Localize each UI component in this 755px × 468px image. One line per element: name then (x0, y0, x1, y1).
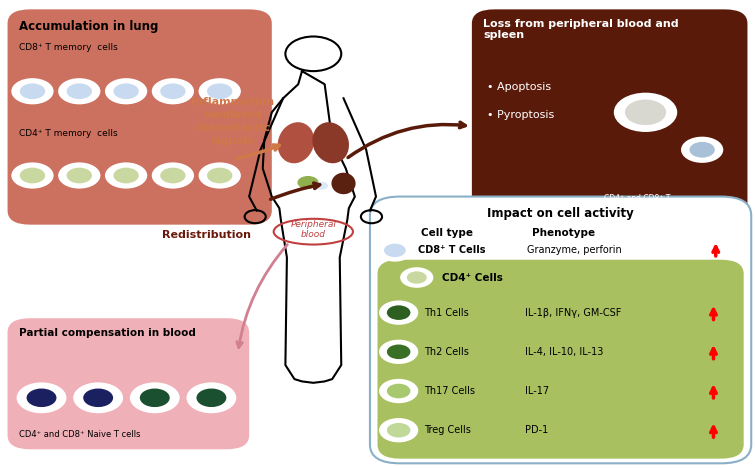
Circle shape (379, 340, 418, 364)
Text: Phenotype: Phenotype (532, 228, 596, 238)
Text: Inflammation
mediated
chemotactic
signals: Inflammation mediated chemotactic signal… (191, 97, 274, 146)
Circle shape (199, 78, 241, 104)
Text: Th2 Cells: Th2 Cells (424, 347, 469, 357)
Circle shape (66, 83, 92, 99)
Text: CD4⁺ and CD8⁺ Naive T cells: CD4⁺ and CD8⁺ Naive T cells (19, 430, 140, 439)
Text: Th1 Cells: Th1 Cells (424, 307, 469, 318)
Text: Accumulation in lung: Accumulation in lung (19, 20, 159, 33)
Circle shape (11, 162, 54, 189)
Circle shape (384, 244, 405, 257)
Text: IL-1β, IFNγ, GM-CSF: IL-1β, IFNγ, GM-CSF (525, 307, 621, 318)
Text: CD4⁺ Cells: CD4⁺ Cells (442, 272, 503, 283)
Circle shape (105, 78, 147, 104)
Text: • Apoptosis: • Apoptosis (487, 82, 551, 92)
Text: Th17 Cells: Th17 Cells (424, 386, 476, 396)
Text: IL-4, IL-10, IL-13: IL-4, IL-10, IL-13 (525, 347, 603, 357)
Circle shape (26, 388, 57, 407)
Circle shape (160, 83, 186, 99)
Circle shape (152, 162, 194, 189)
Circle shape (387, 344, 411, 359)
Text: CD8⁺ T Cells: CD8⁺ T Cells (418, 245, 485, 256)
FancyBboxPatch shape (378, 260, 744, 459)
FancyBboxPatch shape (8, 9, 272, 225)
Circle shape (297, 176, 319, 189)
Circle shape (130, 382, 180, 413)
Ellipse shape (278, 122, 314, 163)
Circle shape (379, 379, 418, 403)
Circle shape (400, 267, 433, 288)
Circle shape (20, 83, 45, 99)
Circle shape (377, 239, 413, 262)
Text: Treg Cells: Treg Cells (424, 425, 471, 435)
Text: Loss from peripheral blood and
spleen: Loss from peripheral blood and spleen (483, 19, 679, 40)
Circle shape (681, 137, 723, 163)
Text: Peripheral
blood: Peripheral blood (291, 219, 336, 239)
Circle shape (83, 388, 113, 407)
Circle shape (625, 100, 666, 125)
Circle shape (689, 142, 715, 158)
Text: PD-1: PD-1 (525, 425, 548, 435)
Circle shape (379, 300, 418, 325)
Text: Redistribution: Redistribution (162, 230, 251, 241)
Circle shape (58, 78, 100, 104)
Text: • Pyroptosis: • Pyroptosis (487, 110, 554, 120)
Circle shape (387, 305, 411, 320)
Text: Cell type: Cell type (421, 228, 473, 238)
Circle shape (207, 168, 233, 183)
Circle shape (160, 168, 186, 183)
Circle shape (207, 83, 233, 99)
Circle shape (66, 168, 92, 183)
Circle shape (20, 168, 45, 183)
Ellipse shape (331, 173, 356, 194)
Circle shape (105, 162, 147, 189)
Circle shape (152, 78, 194, 104)
Circle shape (614, 93, 677, 132)
Circle shape (17, 382, 66, 413)
FancyBboxPatch shape (370, 197, 751, 463)
Text: Impact on cell activity: Impact on cell activity (487, 207, 634, 220)
Circle shape (407, 271, 427, 284)
Text: CD4⁺ and CD8⁺ T
memory cells: CD4⁺ and CD8⁺ T memory cells (604, 194, 670, 213)
FancyBboxPatch shape (472, 9, 747, 225)
Text: Partial compensation in blood: Partial compensation in blood (19, 328, 196, 337)
Text: CD4⁺ T memory  cells: CD4⁺ T memory cells (19, 129, 118, 138)
Circle shape (186, 382, 236, 413)
Circle shape (58, 162, 100, 189)
Text: Granzyme, perforin: Granzyme, perforin (527, 245, 621, 256)
Text: IL-17: IL-17 (525, 386, 549, 396)
Circle shape (11, 78, 54, 104)
Circle shape (73, 382, 123, 413)
Circle shape (387, 384, 411, 398)
Ellipse shape (313, 122, 349, 163)
Circle shape (199, 162, 241, 189)
Circle shape (113, 83, 139, 99)
Circle shape (140, 388, 170, 407)
Circle shape (379, 418, 418, 442)
Circle shape (113, 168, 139, 183)
Circle shape (315, 182, 328, 190)
FancyBboxPatch shape (8, 318, 249, 449)
Text: CD8⁺ T memory  cells: CD8⁺ T memory cells (19, 43, 118, 52)
Circle shape (387, 423, 411, 438)
Circle shape (196, 388, 226, 407)
